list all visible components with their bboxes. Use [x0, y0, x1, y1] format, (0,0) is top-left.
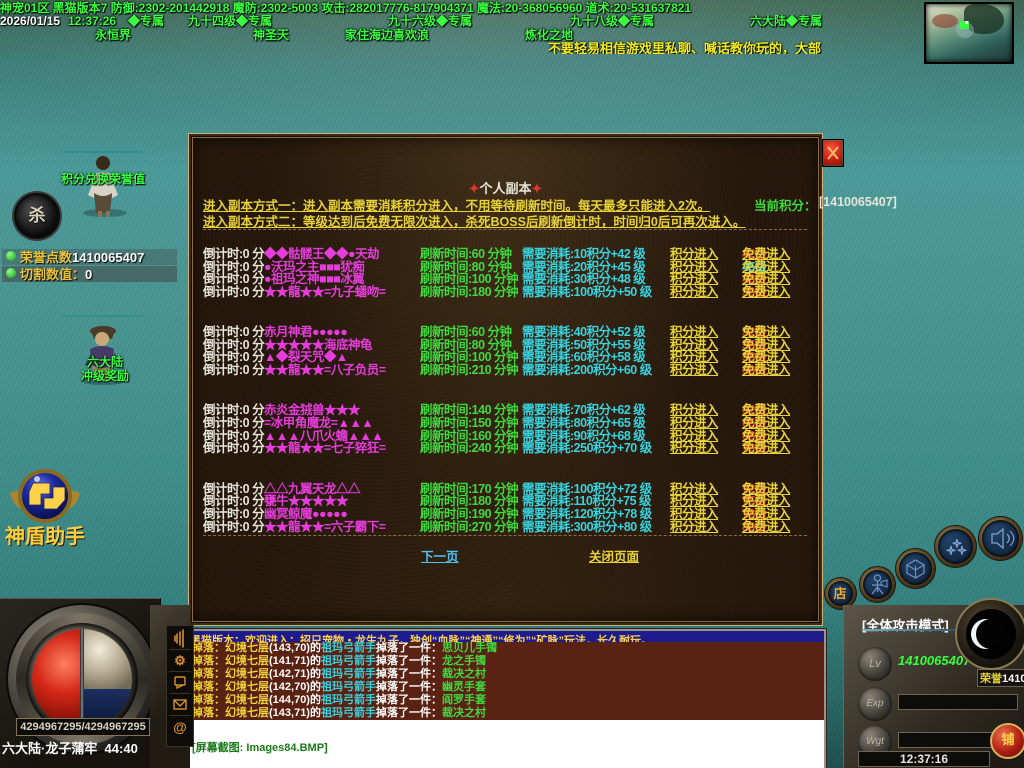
- svg-text:神盾助手: 神盾助手: [5, 524, 85, 548]
